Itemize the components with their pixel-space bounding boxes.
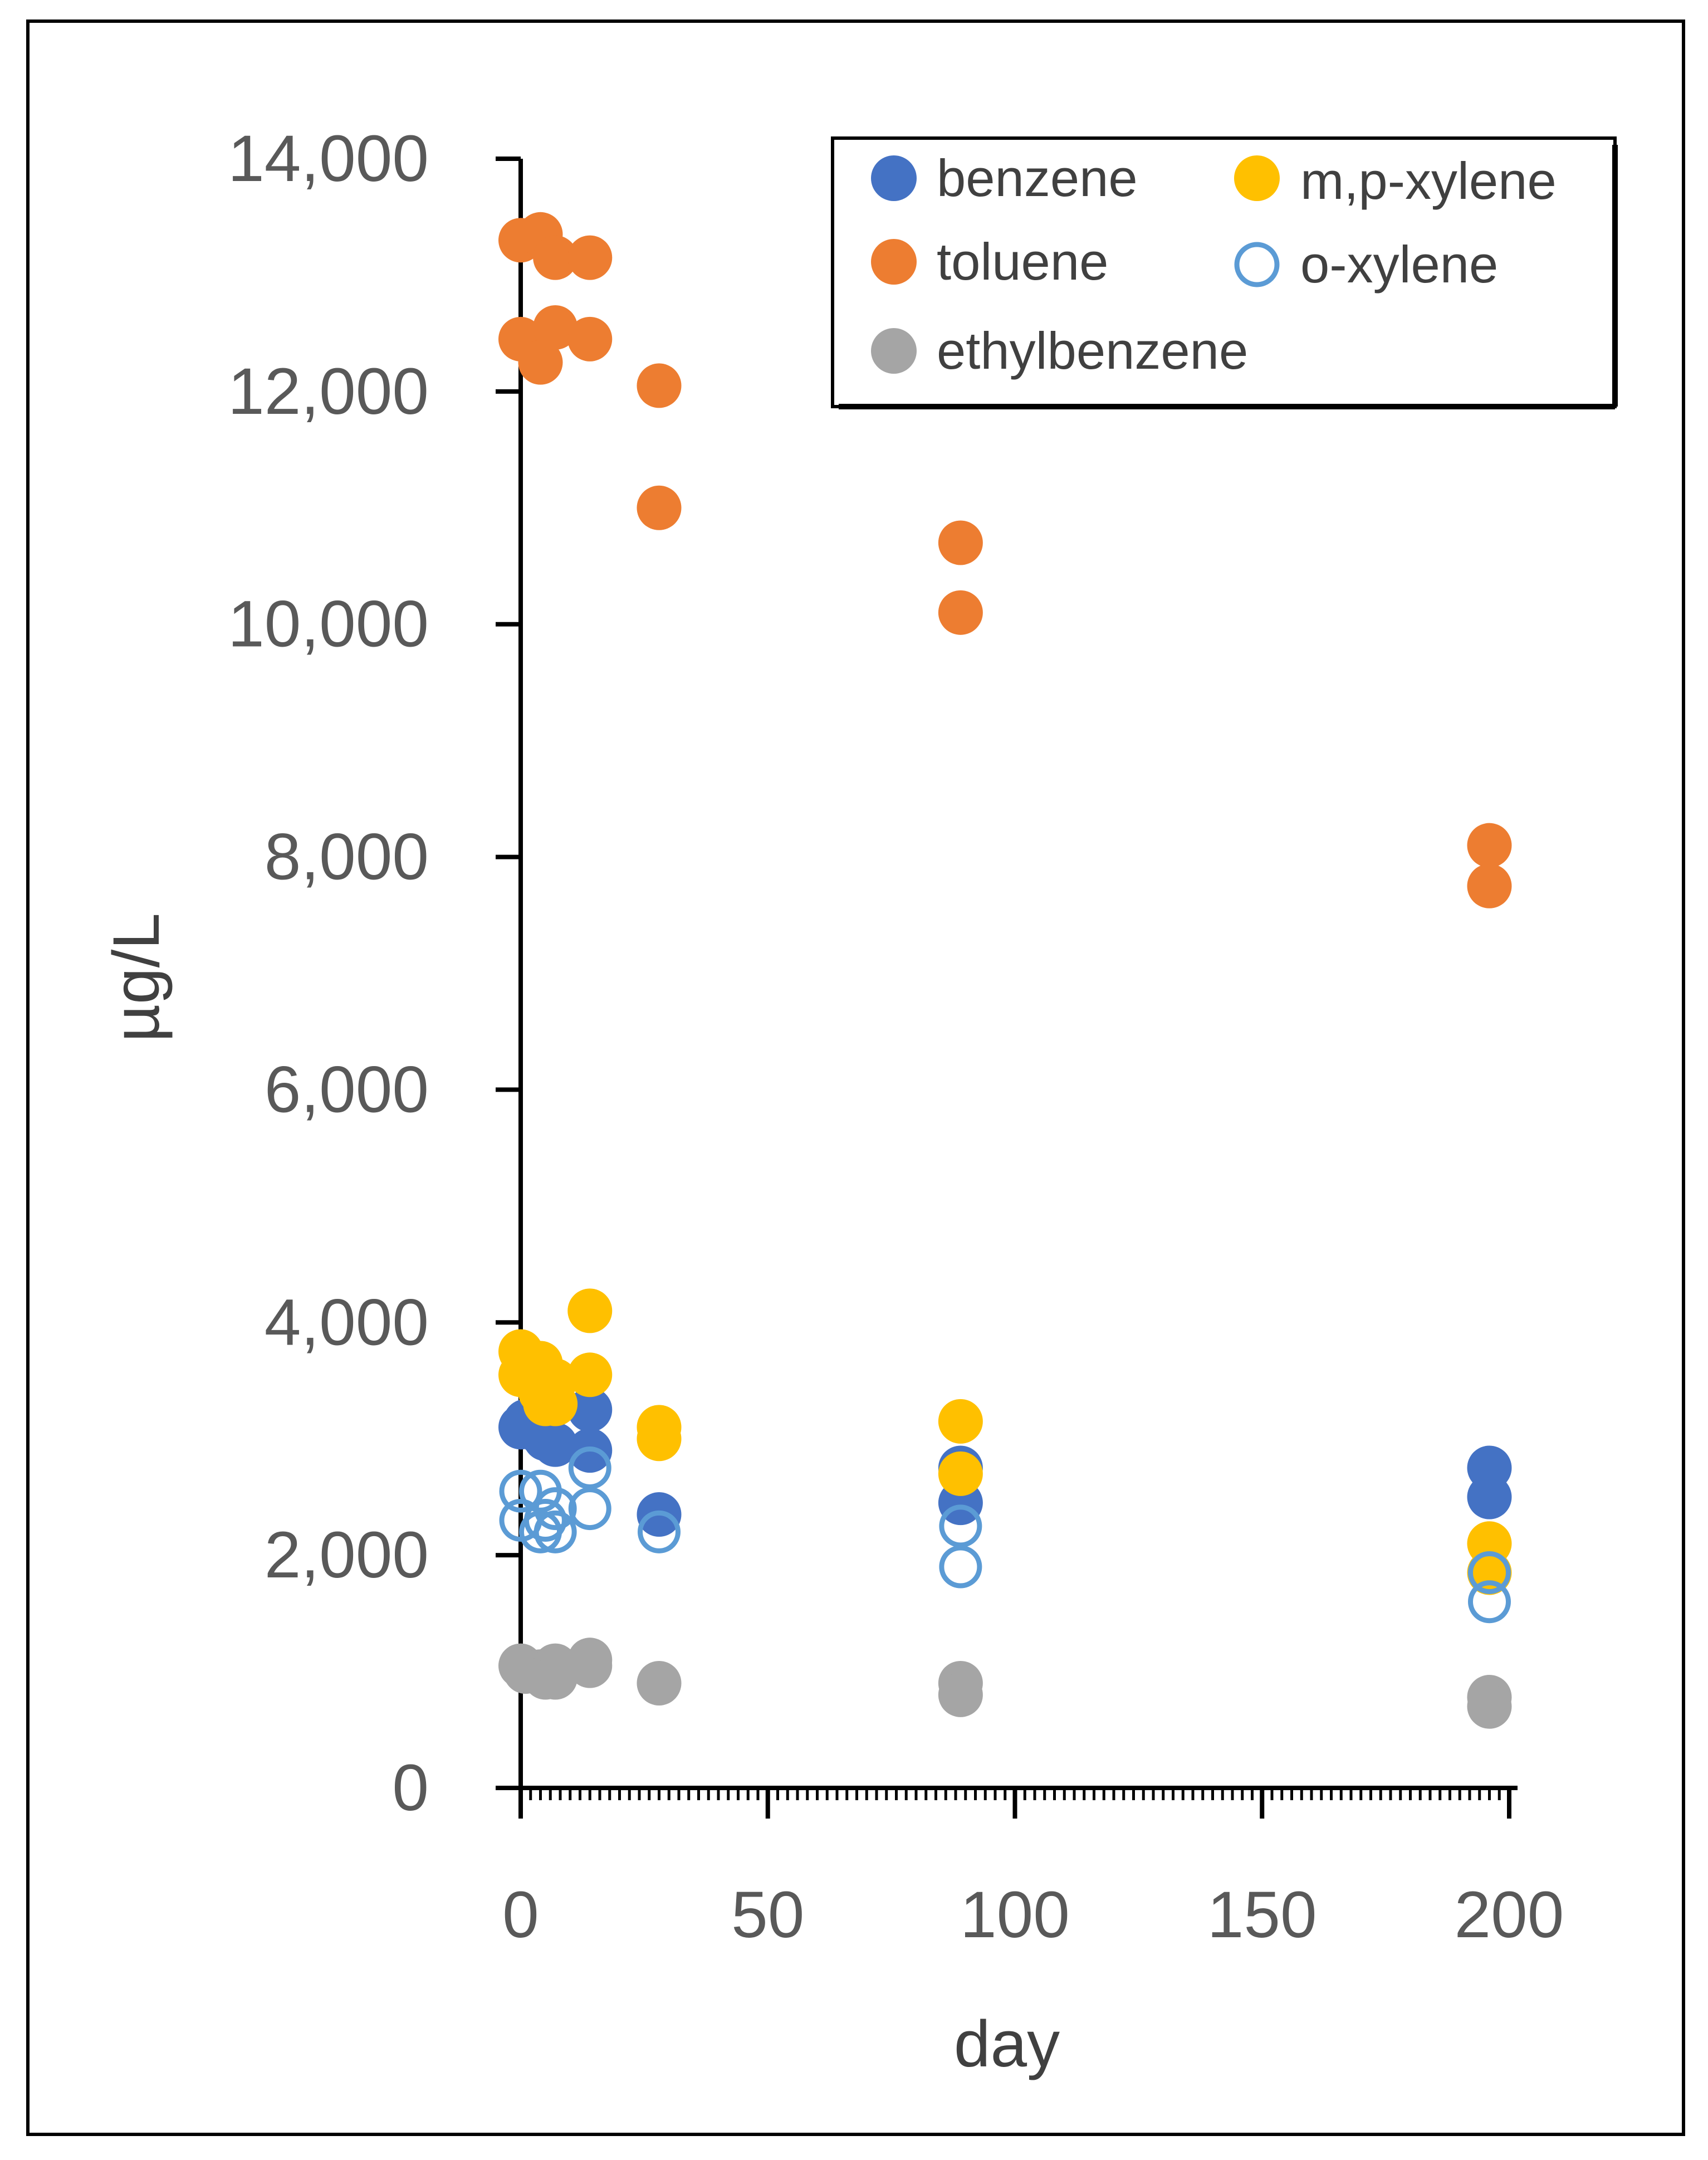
- data-points: [498, 212, 1512, 1729]
- data-point: [1467, 1684, 1512, 1729]
- data-point: [533, 305, 578, 350]
- y-tick-label: 4,000: [265, 1286, 429, 1359]
- y-tick-label: 0: [392, 1751, 429, 1825]
- y-tick-label: 2,000: [265, 1518, 429, 1592]
- y-tick-label: 12,000: [228, 355, 429, 428]
- data-point: [637, 1660, 682, 1705]
- data-point: [567, 1288, 613, 1333]
- data-point: [637, 363, 682, 408]
- data-point: [499, 1469, 542, 1513]
- data-point: [533, 1422, 578, 1467]
- data-point: [518, 340, 563, 385]
- legend-label: m,p-xylene: [1300, 152, 1557, 210]
- series-ethylbenzene: [498, 1638, 1512, 1729]
- data-point: [1467, 1474, 1512, 1519]
- data-point: [533, 235, 578, 280]
- data-point: [938, 1399, 983, 1444]
- x-tick-label: 50: [731, 1878, 804, 1952]
- series-o-xylene: [499, 1446, 1511, 1624]
- data-point: [567, 235, 613, 280]
- data-point: [1467, 863, 1512, 908]
- data-point: [567, 316, 613, 361]
- legend-marker: [1234, 242, 1280, 287]
- data-point: [938, 590, 983, 635]
- series-toluene: [498, 212, 1512, 908]
- data-point: [534, 1487, 577, 1531]
- data-point: [1468, 1551, 1511, 1594]
- legend-label: o-xylene: [1300, 235, 1498, 294]
- legend-marker: [871, 155, 917, 201]
- legend-marker: [871, 328, 917, 374]
- x-tick-label: 0: [502, 1878, 539, 1952]
- y-tick-label: 8,000: [265, 820, 429, 894]
- data-point: [938, 1672, 983, 1717]
- data-point: [567, 1638, 613, 1683]
- data-point: [938, 1451, 983, 1496]
- axes: 0 2,000 4,000 6,000 8,000 10,000 12,000 14,000 0…: [228, 122, 1564, 1952]
- x-tick-label: 100: [960, 1878, 1070, 1952]
- data-point: [568, 1446, 611, 1489]
- data-point: [637, 485, 682, 530]
- data-point: [567, 1387, 613, 1432]
- data-point: [534, 1510, 577, 1553]
- data-point: [533, 1381, 578, 1426]
- y-axis-title: µg/L: [100, 913, 173, 1042]
- data-point: [523, 1498, 567, 1542]
- legend-label: benzene: [937, 149, 1138, 207]
- y-tick-label: 14,000: [228, 122, 429, 196]
- data-point: [568, 1487, 611, 1531]
- data-point: [638, 1510, 681, 1553]
- y-tick-label: 6,000: [265, 1053, 429, 1126]
- data-point: [938, 520, 983, 565]
- legend-label: toluene: [937, 232, 1108, 291]
- data-point: [637, 1416, 682, 1462]
- data-point: [567, 1352, 613, 1397]
- data-point: [939, 1545, 982, 1589]
- legend-marker: [1234, 155, 1280, 201]
- legend: benzene toluene ethylbenzene m,p-xylene o-xy…: [831, 136, 1618, 409]
- y-tick-label: 10,000: [228, 588, 429, 661]
- data-point: [1468, 1580, 1511, 1624]
- x-tick-label: 150: [1207, 1878, 1317, 1952]
- legend-marker: [871, 239, 917, 285]
- data-point: [939, 1504, 982, 1548]
- data-point: [1467, 823, 1512, 868]
- x-axis-title: day: [954, 2007, 1060, 2081]
- legend-label: ethylbenzene: [937, 321, 1248, 380]
- x-tick-label: 200: [1455, 1878, 1564, 1952]
- data-point: [533, 1655, 578, 1700]
